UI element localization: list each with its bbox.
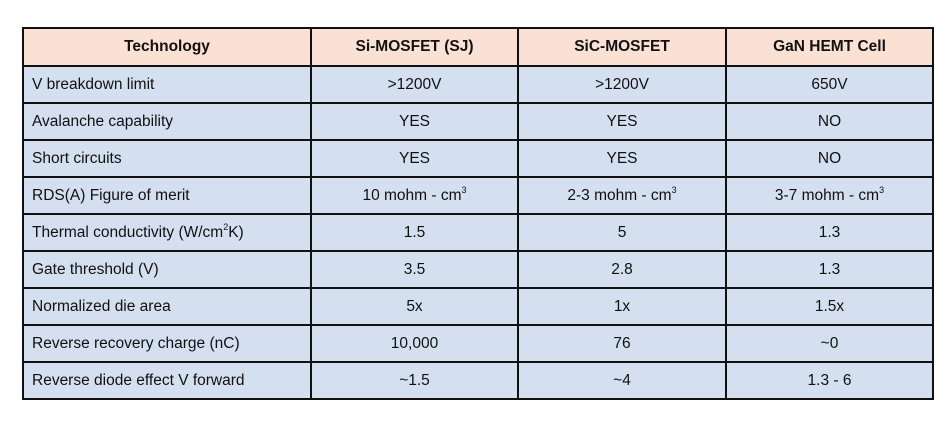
label-tail: K) bbox=[228, 223, 244, 241]
cell-gan: NO bbox=[725, 102, 934, 141]
cell-si: 5x bbox=[310, 287, 519, 326]
row-label: Gate threshold (V) bbox=[22, 250, 312, 289]
cell-si: 1.5 bbox=[310, 213, 519, 252]
row-label: V breakdown limit bbox=[22, 65, 312, 104]
cell-sic: 2-3 mohm - cm3 bbox=[517, 176, 727, 215]
superscript: 3 bbox=[671, 184, 677, 195]
cell-sic: >1200V bbox=[517, 65, 727, 104]
header-sic-mosfet: SiC-MOSFET bbox=[517, 27, 727, 67]
superscript: 2 bbox=[223, 221, 229, 232]
header-si-mosfet: Si-MOSFET (SJ) bbox=[310, 27, 519, 67]
cell-gan: 650V bbox=[725, 65, 934, 104]
row-label: Normalized die area bbox=[22, 287, 312, 326]
cell-sic: YES bbox=[517, 102, 727, 141]
cell-si: 10,000 bbox=[310, 324, 519, 363]
cell-gan: 3-7 mohm - cm3 bbox=[725, 176, 934, 215]
row-label: Avalanche capability bbox=[22, 102, 312, 141]
cell-si: >1200V bbox=[310, 65, 519, 104]
cell-sic: 2.8 bbox=[517, 250, 727, 289]
comparison-table: Technology Si-MOSFET (SJ) SiC-MOSFET GaN… bbox=[22, 27, 934, 400]
cell-sic: 76 bbox=[517, 324, 727, 363]
cell-si: 3.5 bbox=[310, 250, 519, 289]
cell-si: YES bbox=[310, 139, 519, 178]
cell-si: ~1.5 bbox=[310, 361, 519, 400]
cell-gan: 1.5x bbox=[725, 287, 934, 326]
cell-sic: 1x bbox=[517, 287, 727, 326]
table-row: Thermal conductivity (W/cm2K) 1.5 5 1.3 bbox=[22, 213, 934, 252]
row-label: Thermal conductivity (W/cm2K) bbox=[22, 213, 312, 252]
cell-value: 10 mohm - cm bbox=[362, 186, 462, 204]
table-row: Gate threshold (V) 3.5 2.8 1.3 bbox=[22, 250, 934, 289]
header-technology: Technology bbox=[22, 27, 312, 67]
cell-si: 10 mohm - cm3 bbox=[310, 176, 519, 215]
cell-gan: 1.3 bbox=[725, 213, 934, 252]
row-label: Short circuits bbox=[22, 139, 312, 178]
table-row: Normalized die area 5x 1x 1.5x bbox=[22, 287, 934, 326]
table-row: Avalanche capability YES YES NO bbox=[22, 102, 934, 141]
superscript: 3 bbox=[879, 184, 885, 195]
header-row: Technology Si-MOSFET (SJ) SiC-MOSFET GaN… bbox=[22, 27, 934, 67]
cell-sic: 5 bbox=[517, 213, 727, 252]
cell-gan: ~0 bbox=[725, 324, 934, 363]
cell-si: YES bbox=[310, 102, 519, 141]
cell-value: 3-7 mohm - cm bbox=[774, 186, 880, 204]
row-label: Reverse diode effect V forward bbox=[22, 361, 312, 400]
table-row: V breakdown limit >1200V >1200V 650V bbox=[22, 65, 934, 104]
table-row: Short circuits YES YES NO bbox=[22, 139, 934, 178]
row-label: Reverse recovery charge (nC) bbox=[22, 324, 312, 363]
cell-sic: ~4 bbox=[517, 361, 727, 400]
superscript: 3 bbox=[461, 184, 467, 195]
cell-sic: YES bbox=[517, 139, 727, 178]
label-text: Thermal conductivity (W/cm bbox=[32, 223, 224, 241]
cell-value: 2-3 mohm - cm bbox=[567, 186, 672, 204]
row-label: RDS(A) Figure of merit bbox=[22, 176, 312, 215]
header-gan-hemt: GaN HEMT Cell bbox=[725, 27, 934, 67]
table-row: Reverse diode effect V forward ~1.5 ~4 1… bbox=[22, 361, 934, 400]
table-row: RDS(A) Figure of merit 10 mohm - cm3 2-3… bbox=[22, 176, 934, 215]
table-row: Reverse recovery charge (nC) 10,000 76 ~… bbox=[22, 324, 934, 363]
cell-gan: NO bbox=[725, 139, 934, 178]
cell-gan: 1.3 bbox=[725, 250, 934, 289]
cell-gan: 1.3 - 6 bbox=[725, 361, 934, 400]
